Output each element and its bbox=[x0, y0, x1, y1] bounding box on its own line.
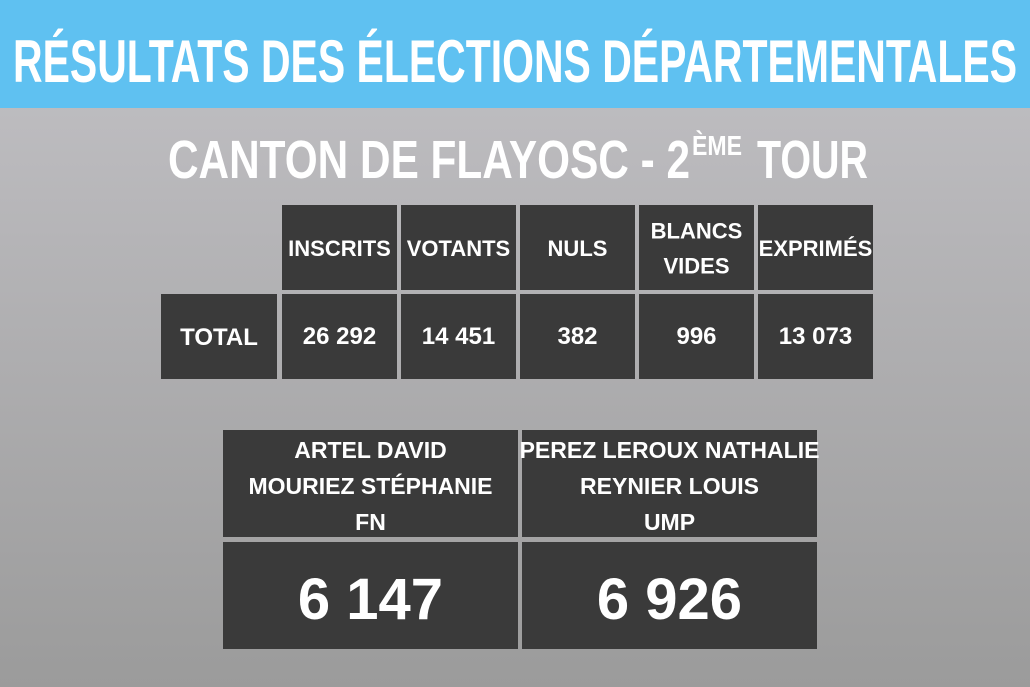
candidate-line: MOURIEZ STÉPHANIE bbox=[248, 472, 492, 499]
candidate-cell bbox=[223, 430, 518, 537]
candidate-result: 6 147 bbox=[298, 567, 443, 632]
table-cell bbox=[520, 294, 635, 379]
candidate-line: FN bbox=[355, 509, 386, 535]
table-value: 26 292 bbox=[303, 323, 376, 350]
column-header: BLANCS bbox=[651, 219, 743, 244]
candidate-result: 6 926 bbox=[597, 567, 742, 632]
column-header: INSCRITS bbox=[288, 236, 391, 261]
table-value: 13 073 bbox=[779, 323, 852, 350]
subtitle-superscript: ÈME bbox=[692, 130, 742, 161]
result-cell bbox=[223, 542, 518, 649]
candidate-line: PEREZ LEROUX NATHALIE bbox=[520, 437, 820, 463]
column-header: VOTANTS bbox=[407, 236, 510, 261]
column-header: NULS bbox=[548, 236, 608, 261]
table-cell bbox=[282, 205, 397, 290]
candidates: ARTEL DAVID MOURIEZ STÉPHANIE FN 6 147 PEREZ… bbox=[223, 430, 819, 649]
title: RÉSULTATS DES ÉLECTIONS DÉPARTEMENTALES bbox=[13, 28, 1017, 95]
row-label: TOTAL bbox=[180, 324, 258, 351]
table-value: 14 451 bbox=[422, 323, 495, 350]
table-cell bbox=[161, 294, 277, 379]
table-cell bbox=[401, 205, 516, 290]
column-header: VIDES bbox=[663, 254, 729, 279]
table-cell bbox=[639, 294, 754, 379]
result-cell bbox=[522, 542, 817, 649]
table-value: 382 bbox=[557, 323, 597, 350]
table-cell bbox=[758, 205, 873, 290]
column-header: EXPRIMÉS bbox=[759, 236, 873, 261]
header-bar bbox=[0, 0, 1030, 108]
table-cell bbox=[639, 205, 754, 290]
subtitle-tail: TOUR bbox=[757, 130, 868, 190]
table-cell bbox=[282, 294, 397, 379]
table-cell bbox=[401, 294, 516, 379]
table-value: 996 bbox=[676, 323, 716, 350]
table-cell bbox=[520, 205, 635, 290]
table-cell bbox=[758, 294, 873, 379]
candidate-cell bbox=[522, 430, 817, 537]
results-table: TOTAL INSCRITS 26 292 VOTANTS 14 451 NULS 382… bbox=[161, 205, 873, 379]
candidate-line: UMP bbox=[644, 509, 695, 535]
subtitle: CANTON DE FLAYOSC - 2 bbox=[168, 130, 690, 190]
candidate-line: ARTEL DAVID bbox=[294, 437, 447, 463]
candidate-line: REYNIER LOUIS bbox=[580, 473, 759, 499]
